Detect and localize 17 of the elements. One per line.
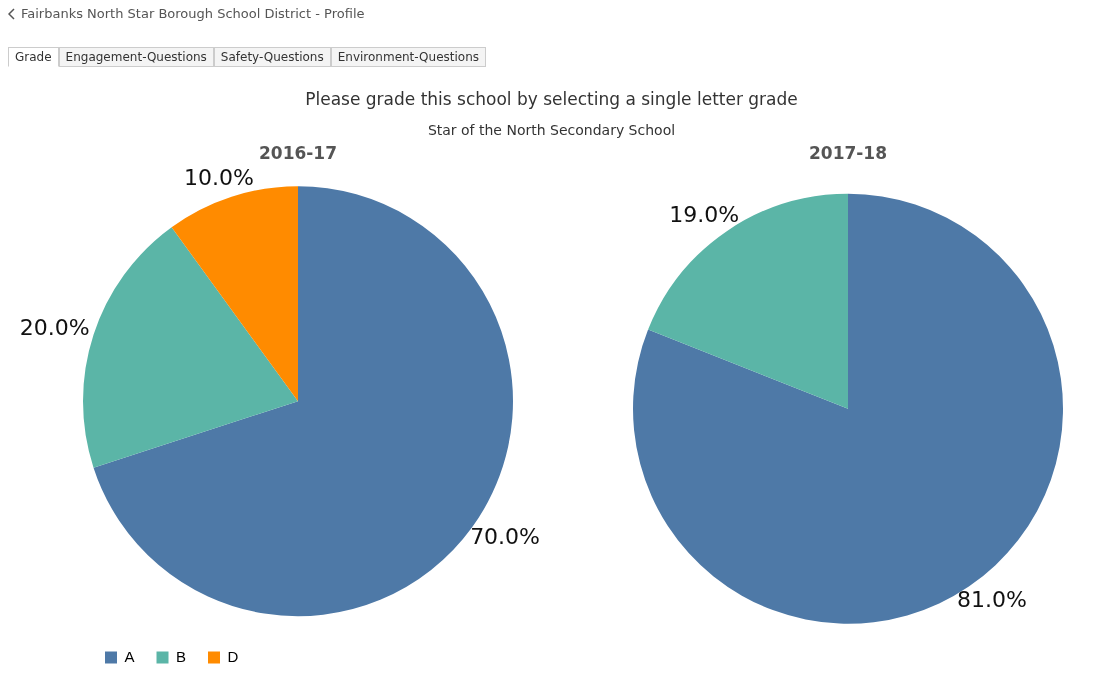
data-label: 81.0% [956,587,1027,613]
chart-title: 2016-17 [258,142,338,163]
data-label: 10.0% [183,165,254,191]
data-label: 70.0% [470,523,541,549]
legend-label: B [176,647,187,665]
text: Fairbanks North Star Borough School District - Profile [21,6,365,21]
data-label: 20.0% [19,314,90,340]
chart-title: 2017-18 [808,142,888,163]
legend-label: D [227,647,239,665]
text: Please grade this school by selecting a single letter grade [304,89,799,109]
text: Safety-Questions [213,47,331,67]
data-label: 19.0% [669,201,740,227]
text: Engagement-Questions [58,47,214,67]
text: Star of the North Secondary School [426,122,677,138]
text: Environment-Questions [330,47,487,67]
text: Grade [8,47,59,67]
legend-label: A [124,647,135,665]
